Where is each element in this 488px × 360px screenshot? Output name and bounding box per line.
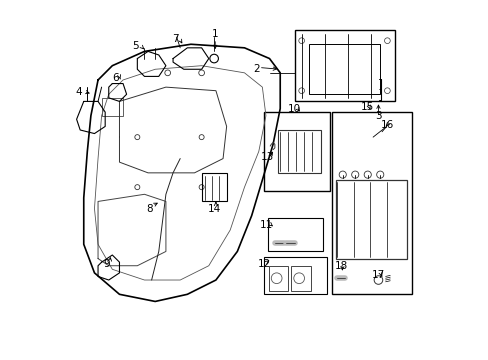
Text: 16: 16 [380,120,393,130]
Bar [331,112,411,294]
Text: 10: 10 [287,104,301,113]
Text: 5: 5 [132,41,139,51]
Text: 15: 15 [360,102,374,112]
Text: 11: 11 [260,220,273,230]
Bar [264,112,329,191]
Text: 14: 14 [207,203,220,213]
Text: 2: 2 [253,64,260,74]
Bar [201,173,226,202]
Bar [268,266,288,291]
Text: 1: 1 [211,28,218,39]
Text: 8: 8 [146,203,153,213]
Text: 12: 12 [257,259,270,269]
Bar [267,217,323,251]
Bar [335,180,406,258]
Text: 7: 7 [172,34,179,44]
Text: 4: 4 [75,87,81,98]
Text: 13: 13 [261,152,274,162]
Text: 17: 17 [371,270,384,280]
Bar [294,30,394,102]
Text: 6: 6 [112,73,119,83]
Bar [264,257,326,294]
Bar [278,130,321,173]
Bar [290,266,310,291]
Text: 9: 9 [103,259,110,269]
Bar [308,44,380,94]
Text: 18: 18 [334,261,347,271]
Text: 3: 3 [374,111,381,121]
